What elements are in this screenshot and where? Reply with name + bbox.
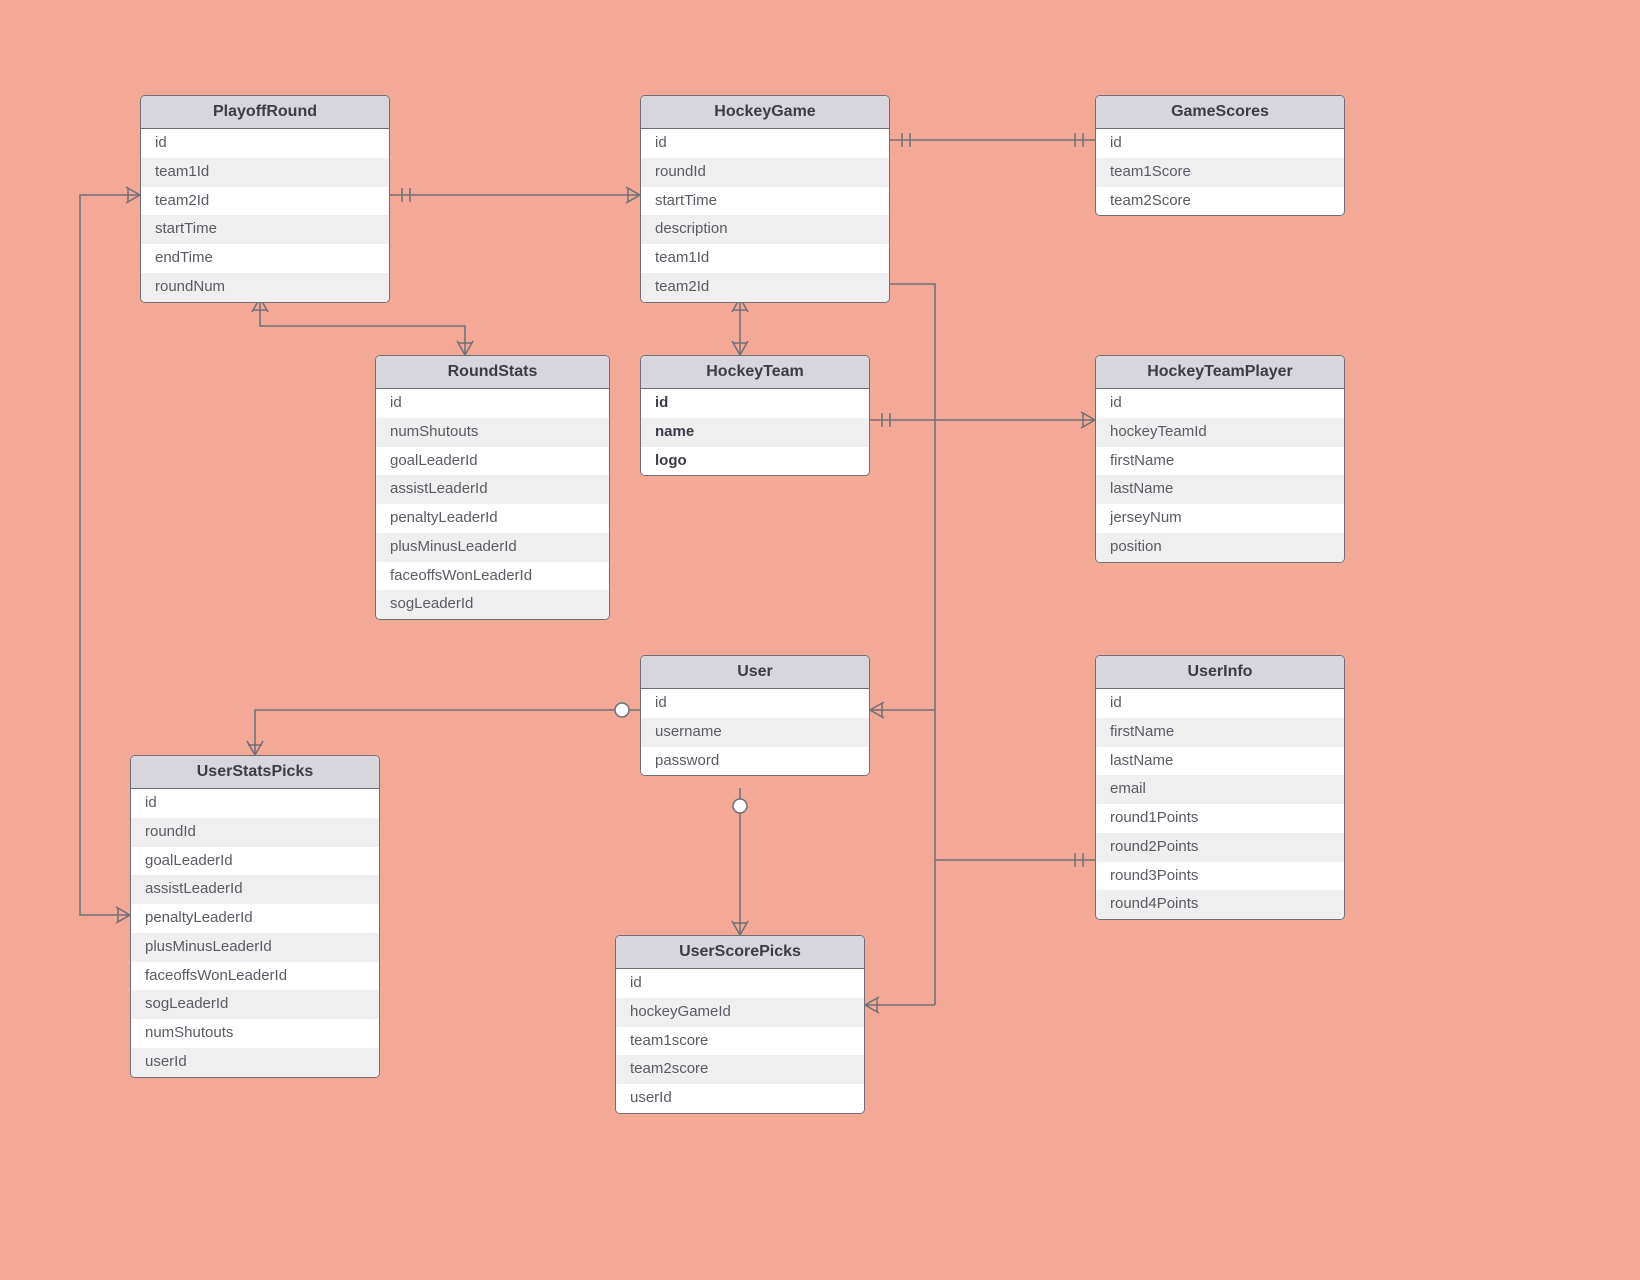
- entity-field: password: [641, 747, 869, 776]
- entity-userinfo: UserInfoidfirstNamelastNameemailround1Po…: [1095, 655, 1345, 920]
- entity-field: id: [641, 689, 869, 718]
- entity-field: id: [376, 389, 609, 418]
- entity-hockeyteamplayer: HockeyTeamPlayeridhockeyTeamIdfirstNamel…: [1095, 355, 1345, 563]
- entity-field: numShutouts: [131, 1019, 379, 1048]
- entity-hockeyteam: HockeyTeamidnamelogo: [640, 355, 870, 476]
- entity-title: GameScores: [1096, 96, 1344, 129]
- entity-title: UserStatsPicks: [131, 756, 379, 789]
- entity-title: HockeyTeam: [641, 356, 869, 389]
- entity-title: HockeyTeamPlayer: [1096, 356, 1344, 389]
- entity-field: sogLeaderId: [376, 590, 609, 619]
- entity-field: endTime: [141, 244, 389, 273]
- entity-field: firstName: [1096, 447, 1344, 476]
- entity-field: team2Id: [141, 187, 389, 216]
- entity-field: team2score: [616, 1055, 864, 1084]
- entity-field: plusMinusLeaderId: [376, 533, 609, 562]
- entity-field: assistLeaderId: [131, 875, 379, 904]
- entity-field: firstName: [1096, 718, 1344, 747]
- entity-field: team1Score: [1096, 158, 1344, 187]
- entity-field: name: [641, 418, 869, 447]
- entity-field: penaltyLeaderId: [131, 904, 379, 933]
- entity-field: startTime: [141, 215, 389, 244]
- entity-field: id: [1096, 689, 1344, 718]
- entity-user: Useridusernamepassword: [640, 655, 870, 776]
- entity-field: lastName: [1096, 475, 1344, 504]
- entity-field: round4Points: [1096, 890, 1344, 919]
- entity-field: faceoffsWonLeaderId: [131, 962, 379, 991]
- entity-field: round1Points: [1096, 804, 1344, 833]
- entity-field: team1Id: [141, 158, 389, 187]
- entity-hockeygame: HockeyGameidroundIdstartTimedescriptiont…: [640, 95, 890, 303]
- entity-field: assistLeaderId: [376, 475, 609, 504]
- entity-field: logo: [641, 447, 869, 476]
- entity-field: startTime: [641, 187, 889, 216]
- entity-field: email: [1096, 775, 1344, 804]
- entity-field: id: [641, 129, 889, 158]
- entity-field: roundNum: [141, 273, 389, 302]
- entity-title: RoundStats: [376, 356, 609, 389]
- entity-field: round2Points: [1096, 833, 1344, 862]
- entity-field: team1Id: [641, 244, 889, 273]
- entity-field: hockeyGameId: [616, 998, 864, 1027]
- entity-field: userId: [131, 1048, 379, 1077]
- entity-field: username: [641, 718, 869, 747]
- entity-field: round3Points: [1096, 862, 1344, 891]
- entity-field: team2Id: [641, 273, 889, 302]
- entity-field: userId: [616, 1084, 864, 1113]
- entity-field: goalLeaderId: [131, 847, 379, 876]
- entity-field: position: [1096, 533, 1344, 562]
- entity-field: id: [141, 129, 389, 158]
- entity-field: plusMinusLeaderId: [131, 933, 379, 962]
- entity-field: faceoffsWonLeaderId: [376, 562, 609, 591]
- entity-field: id: [641, 389, 869, 418]
- entity-field: sogLeaderId: [131, 990, 379, 1019]
- entity-field: lastName: [1096, 747, 1344, 776]
- entity-title: HockeyGame: [641, 96, 889, 129]
- entity-title: UserScorePicks: [616, 936, 864, 969]
- entity-field: id: [1096, 389, 1344, 418]
- entity-field: team2Score: [1096, 187, 1344, 216]
- entity-roundstats: RoundStatsidnumShutoutsgoalLeaderIdassis…: [375, 355, 610, 620]
- entity-field: id: [131, 789, 379, 818]
- entity-field: id: [1096, 129, 1344, 158]
- entity-field: hockeyTeamId: [1096, 418, 1344, 447]
- entity-userstatspicks: UserStatsPicksidroundIdgoalLeaderIdassis…: [130, 755, 380, 1078]
- entity-field: jerseyNum: [1096, 504, 1344, 533]
- entity-field: goalLeaderId: [376, 447, 609, 476]
- entity-field: id: [616, 969, 864, 998]
- entity-field: numShutouts: [376, 418, 609, 447]
- entity-field: description: [641, 215, 889, 244]
- entity-gamescores: GameScoresidteam1Scoreteam2Score: [1095, 95, 1345, 216]
- entity-field: team1score: [616, 1027, 864, 1056]
- entity-title: UserInfo: [1096, 656, 1344, 689]
- entity-title: User: [641, 656, 869, 689]
- entity-playoffround: PlayoffRoundidteam1Idteam2IdstartTimeend…: [140, 95, 390, 303]
- entity-field: roundId: [641, 158, 889, 187]
- entity-title: PlayoffRound: [141, 96, 389, 129]
- entity-field: roundId: [131, 818, 379, 847]
- entity-userscorepicks: UserScorePicksidhockeyGameIdteam1scorete…: [615, 935, 865, 1114]
- entity-field: penaltyLeaderId: [376, 504, 609, 533]
